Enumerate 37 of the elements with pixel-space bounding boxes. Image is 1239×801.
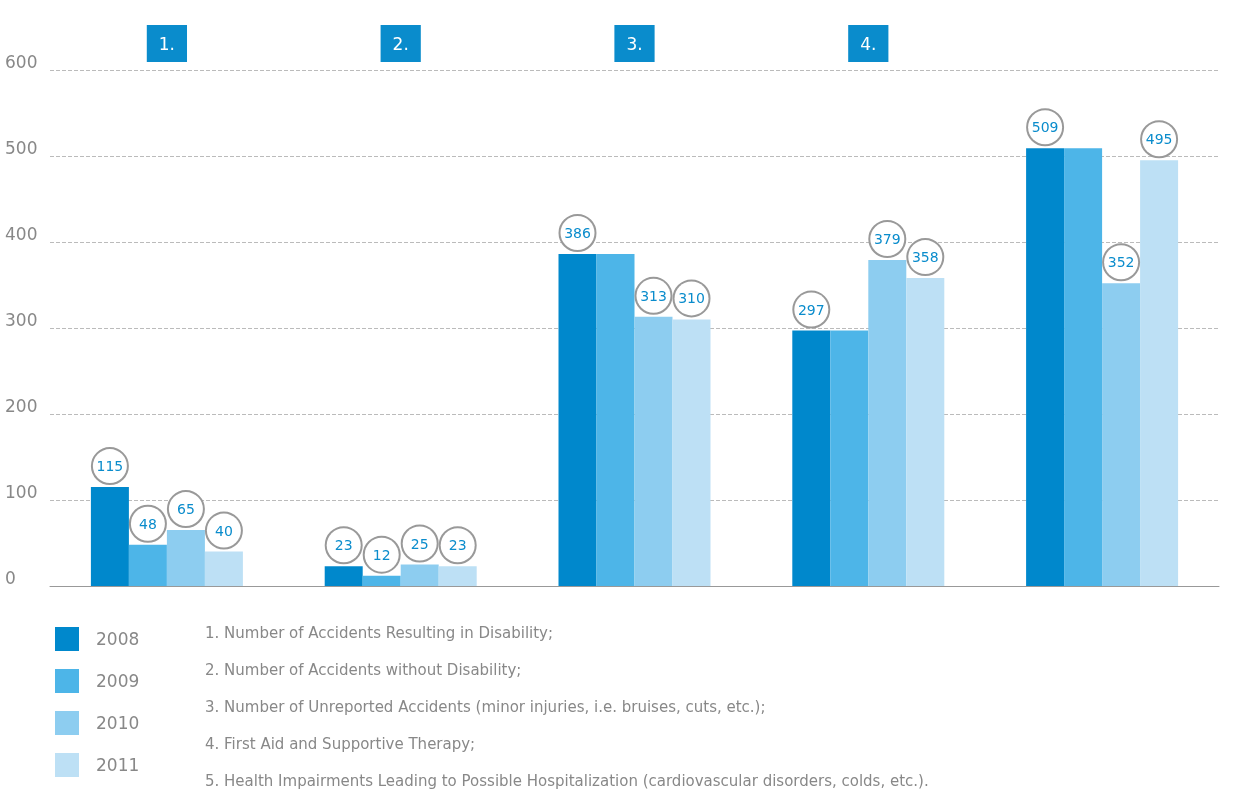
data-label: 23 <box>334 537 353 554</box>
legend-label: 2010 <box>96 713 140 733</box>
legend-label: 2008 <box>96 629 140 649</box>
x-tick-label: 2. <box>392 33 409 54</box>
data-label: 48 <box>138 515 157 532</box>
text: 1. Number of Accidents Resulting in Disability; <box>205 623 554 642</box>
data-label: 297 <box>797 301 825 318</box>
data-label: 358 <box>911 249 939 266</box>
data-label: 12 <box>372 546 391 563</box>
data-label: 495 <box>1145 131 1173 148</box>
x-tick-label: 4. <box>860 33 877 54</box>
y-tick-label: 300 <box>5 309 38 330</box>
text: 3. Number of Unreported Accidents (minor injuries, i.e. bruises, cuts, etc.); <box>205 697 766 716</box>
data-label: 25 <box>410 535 429 552</box>
x-tick-label: 3. <box>626 33 643 54</box>
y-tick-label: 600 <box>5 51 38 72</box>
y-tick-label: 0 <box>5 567 16 588</box>
x-tick-label: 1. <box>158 33 176 54</box>
text: 5. Health Impairments Leading to Possible Hospitalization (cardiovascular disorders, colds, etc.). <box>205 771 929 790</box>
data-label: 313 <box>640 287 667 304</box>
text: 2. Number of Accidents without Disability; <box>205 660 522 679</box>
legend-label: 2011 <box>96 755 140 775</box>
text: 4. First Aid and Supportive Therapy; <box>205 734 476 753</box>
data-label: 509 <box>1031 119 1059 136</box>
y-tick-label: 200 <box>5 395 38 416</box>
data-label: 23 <box>448 537 467 554</box>
data-label: 352 <box>1107 254 1135 271</box>
data-label: 386 <box>564 225 591 242</box>
y-tick-label: 500 <box>5 137 38 158</box>
y-tick-label: 400 <box>5 223 38 244</box>
data-label: 40 <box>214 522 233 539</box>
data-label: 379 <box>873 231 901 248</box>
data-label: 310 <box>678 290 705 307</box>
data-label: 115 <box>96 458 124 475</box>
y-tick-label: 100 <box>5 481 38 502</box>
legend-label: 2009 <box>96 671 140 691</box>
data-label: 65 <box>176 501 195 518</box>
